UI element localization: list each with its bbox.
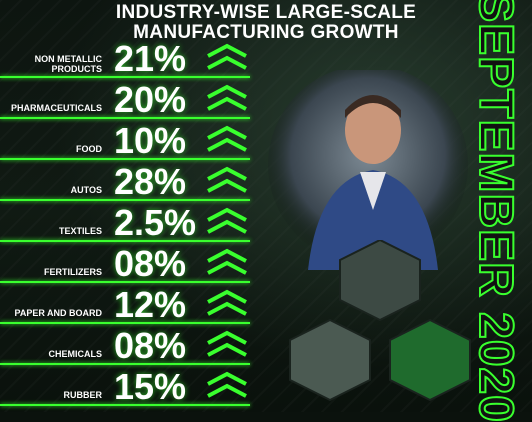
category-label: PAPER AND BOARD: [14, 308, 102, 318]
growth-row: FOOD 10%: [0, 118, 250, 160]
growth-value: 08%: [114, 325, 187, 366]
row-underline: [0, 404, 250, 406]
growth-value: 08%: [114, 243, 187, 284]
category-label: CHEMICALS: [48, 349, 103, 359]
growth-row: FERTILIZERS 08%: [0, 241, 250, 283]
category-label: NON METALLIC PRODUCTS: [34, 54, 102, 74]
growth-value: 21%: [114, 38, 187, 79]
growth-value: 12%: [114, 284, 187, 325]
row-underline: [0, 158, 250, 160]
growth-row: TEXTILES 2.5%: [0, 200, 250, 242]
row-underline: [0, 117, 250, 119]
row-underline: [0, 363, 250, 365]
growth-value: 28%: [114, 161, 187, 202]
growth-value: 20%: [114, 79, 187, 120]
growth-row: PHARMACEUTICALS 20%: [0, 77, 250, 119]
category-label: PHARMACEUTICALS: [11, 103, 102, 113]
category-label: AUTOS: [70, 185, 102, 195]
up-chevron-icon: [207, 371, 247, 398]
growth-row: NON METALLIC PRODUCTS 21%: [0, 36, 250, 78]
chart-title: INDUSTRY-WISE LARGE-SCALE MANUFACTURING …: [96, 3, 436, 43]
title-line-1: INDUSTRY-WISE LARGE-SCALE: [115, 2, 417, 23]
up-chevron-icon: [207, 43, 247, 70]
growth-row: CHEMICALS 08%: [0, 323, 250, 365]
up-chevron-icon: [207, 207, 247, 234]
category-label: TEXTILES: [58, 226, 102, 236]
portrait-photo: [268, 70, 468, 270]
date-text: SEPTEMBER 2020: [468, 0, 523, 422]
row-underline: [0, 76, 250, 78]
growth-row: AUTOS 28%: [0, 159, 250, 201]
up-chevron-icon: [207, 166, 247, 193]
up-chevron-icon: [207, 248, 247, 275]
growth-value: 15%: [114, 366, 187, 407]
row-underline: [0, 240, 250, 242]
up-chevron-icon: [207, 84, 247, 111]
date-label: SEPTEMBER 2020: [458, 0, 532, 422]
row-underline: [0, 322, 250, 324]
growth-row: PAPER AND BOARD 12%: [0, 282, 250, 324]
row-underline: [0, 199, 250, 201]
growth-row: RUBBER 15%: [0, 364, 250, 406]
up-chevron-icon: [207, 125, 247, 152]
category-label: FERTILIZERS: [44, 267, 102, 277]
category-label: RUBBER: [63, 390, 102, 400]
category-label: FOOD: [76, 144, 102, 154]
row-underline: [0, 281, 250, 283]
growth-rows: NON METALLIC PRODUCTS 21% PHARMACEUTICALS 2…: [0, 36, 250, 406]
up-chevron-icon: [207, 289, 247, 316]
growth-value: 10%: [114, 120, 187, 161]
industry-hexagon-images: [289, 240, 471, 402]
growth-value: 2.5%: [114, 202, 197, 243]
up-chevron-icon: [207, 330, 247, 357]
title-line-2: MANUFACTURING GROWTH: [133, 22, 399, 43]
